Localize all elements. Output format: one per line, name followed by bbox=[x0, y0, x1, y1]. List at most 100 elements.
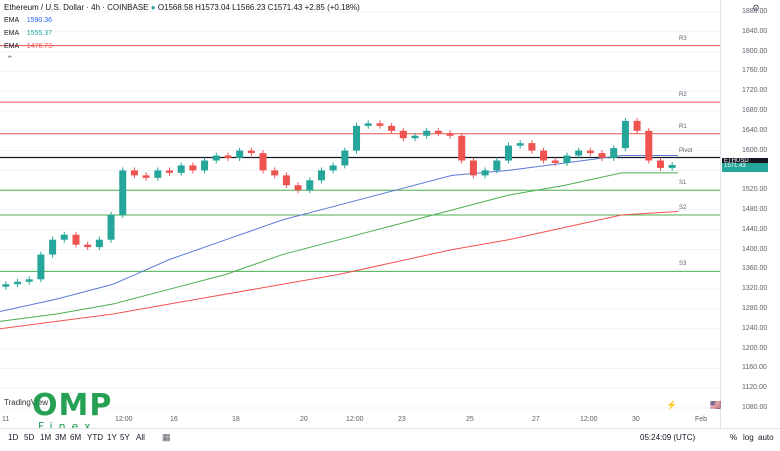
candle bbox=[201, 160, 209, 171]
timeframe-1d[interactable]: 1D bbox=[8, 433, 19, 442]
y-tick-label: 1640.00 bbox=[742, 126, 768, 134]
candle bbox=[353, 125, 361, 151]
candle bbox=[434, 130, 442, 134]
candle bbox=[586, 150, 594, 154]
timeframe-1m[interactable]: 1M bbox=[40, 433, 52, 442]
candle bbox=[14, 281, 22, 285]
ema-indicator-1[interactable]: EMA 1590.36 bbox=[4, 17, 53, 24]
candle bbox=[621, 120, 629, 149]
level-label-pivot: Pivot bbox=[679, 147, 693, 154]
x-tick-label: 16 bbox=[170, 416, 178, 423]
level-label-r2: R2 bbox=[679, 92, 687, 99]
candle bbox=[458, 135, 466, 161]
lightning-icon[interactable]: ⚡ bbox=[666, 400, 678, 410]
log-toggle[interactable]: log bbox=[743, 433, 754, 442]
ema-indicator-3[interactable]: EMA 1476.73 bbox=[4, 43, 53, 50]
timeframe-ytd[interactable]: YTD bbox=[87, 433, 103, 442]
percent-toggle[interactable]: % bbox=[730, 433, 738, 442]
candle bbox=[598, 153, 606, 159]
timeframe-5y[interactable]: 5Y bbox=[120, 433, 130, 442]
candle bbox=[177, 165, 185, 173]
candle bbox=[189, 165, 197, 171]
y-tick-label: 1480.00 bbox=[742, 206, 768, 213]
settings-icon[interactable]: ⚙ bbox=[752, 3, 761, 13]
candle bbox=[528, 143, 536, 151]
candle bbox=[224, 155, 232, 159]
y-tick-label: 1800.00 bbox=[742, 47, 768, 55]
y-tick-label: 1120.00 bbox=[742, 384, 767, 392]
candle bbox=[294, 185, 302, 191]
ema-line-3 bbox=[0, 210, 679, 330]
candle bbox=[446, 133, 454, 136]
y-tick-label: 1320.00 bbox=[742, 285, 768, 293]
symbol-title: Ethereum / U.S. Dollar · 4h · COINBASE bbox=[4, 3, 149, 12]
candle bbox=[645, 130, 653, 161]
candle bbox=[72, 234, 80, 245]
candle bbox=[610, 148, 618, 159]
candle bbox=[130, 170, 138, 176]
timeframe-5d[interactable]: 5D bbox=[24, 433, 35, 442]
ema-line-2 bbox=[0, 172, 678, 322]
auto-toggle[interactable]: auto bbox=[758, 433, 774, 442]
candle bbox=[668, 164, 676, 168]
candle bbox=[259, 153, 267, 171]
y-tick-label: 1280.00 bbox=[742, 305, 768, 312]
x-tick-label: 12:00 bbox=[115, 416, 133, 423]
candle bbox=[95, 239, 103, 248]
timeframe-6m[interactable]: 6M bbox=[70, 433, 82, 442]
x-tick-label: 30 bbox=[632, 416, 640, 423]
calendar-icon[interactable]: ▦ bbox=[162, 432, 171, 442]
x-tick-label: 23 bbox=[398, 416, 406, 423]
candle bbox=[633, 120, 641, 131]
candle bbox=[142, 175, 150, 178]
y-tick-label: 1160.00 bbox=[742, 364, 767, 372]
x-tick-label: 12:00 bbox=[346, 416, 364, 423]
y-tick-label: 1080.00 bbox=[742, 404, 768, 411]
candle bbox=[388, 125, 396, 131]
x-tick-label: 20 bbox=[300, 416, 308, 423]
candle bbox=[411, 135, 419, 139]
y-tick-label: 1520.00 bbox=[742, 186, 768, 194]
bottom-toolbar bbox=[0, 428, 780, 451]
collapse-icon[interactable]: ⌃ bbox=[6, 54, 14, 64]
last-price-tag: 1571.43 bbox=[722, 163, 768, 172]
candle bbox=[376, 123, 384, 126]
y-tick-label: 1600.00 bbox=[742, 146, 768, 154]
candle bbox=[329, 165, 337, 171]
candle bbox=[317, 170, 325, 181]
candle bbox=[575, 150, 583, 156]
candle bbox=[84, 244, 92, 248]
candle bbox=[364, 123, 372, 126]
symbol-price-tag: ETHUSD bbox=[722, 158, 768, 167]
y-tick-label: 1760.00 bbox=[742, 67, 768, 75]
timeframe-all[interactable]: All bbox=[136, 433, 145, 442]
candle bbox=[107, 214, 115, 240]
symbol-header[interactable]: Ethereum / U.S. Dollar · 4h · COINBASE ●… bbox=[4, 3, 360, 12]
level-label-r1: R1 bbox=[679, 123, 687, 130]
candle bbox=[516, 143, 524, 146]
timeframe-1y[interactable]: 1Y bbox=[107, 433, 117, 442]
ema-indicator-2[interactable]: EMA 1555.37 bbox=[4, 30, 53, 37]
candle bbox=[37, 254, 45, 280]
x-tick-label: 11 bbox=[2, 416, 10, 423]
price-axis[interactable] bbox=[720, 0, 780, 428]
timeframe-3m[interactable]: 3M bbox=[55, 433, 67, 442]
candle bbox=[271, 170, 279, 176]
x-tick-label: 27 bbox=[532, 416, 540, 423]
candle bbox=[540, 150, 548, 161]
x-tick-label: 25 bbox=[466, 416, 474, 423]
candle bbox=[551, 160, 559, 163]
grid bbox=[0, 11, 720, 409]
status-dot: ● bbox=[150, 3, 156, 12]
y-tick-label: 1680.00 bbox=[742, 107, 768, 114]
candle bbox=[119, 170, 127, 215]
candle bbox=[25, 279, 33, 282]
candle bbox=[2, 284, 10, 287]
candle bbox=[236, 150, 244, 159]
ema-line-1 bbox=[0, 155, 678, 312]
level-label-s1: S1 bbox=[679, 180, 687, 187]
y-tick-label: 1440.00 bbox=[742, 225, 768, 233]
level-label-r3: R3 bbox=[679, 35, 687, 42]
y-tick-label: 1400.00 bbox=[742, 245, 768, 253]
